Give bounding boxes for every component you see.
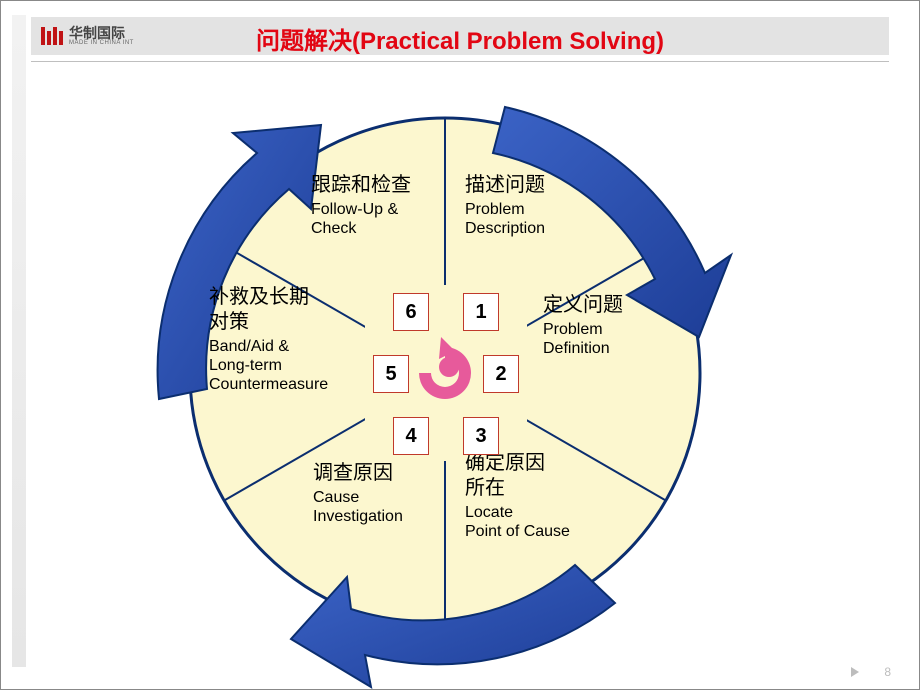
slide-number: 8 [884, 665, 891, 679]
footer-triangle-icon [851, 667, 859, 677]
left-strip [12, 15, 26, 667]
step-box-4: 4 [393, 417, 429, 455]
slide: 华制国际 MADE IN CHINA INT 问题解决(Practical Pr… [0, 0, 920, 690]
step-box-2: 2 [483, 355, 519, 393]
step-box-5: 5 [373, 355, 409, 393]
step-box-6: 6 [393, 293, 429, 331]
process-diagram: 描述问题 ProblemDescription 定义问题 ProblemDefi… [165, 93, 725, 653]
header-bar: 华制国际 MADE IN CHINA INT 问题解决(Practical Pr… [31, 17, 889, 55]
slide-title: 问题解决(Practical Problem Solving) [31, 21, 889, 56]
step-box-1: 1 [463, 293, 499, 331]
diagram-svg [165, 93, 725, 653]
header-underline [31, 61, 889, 62]
step-box-3: 3 [463, 417, 499, 455]
